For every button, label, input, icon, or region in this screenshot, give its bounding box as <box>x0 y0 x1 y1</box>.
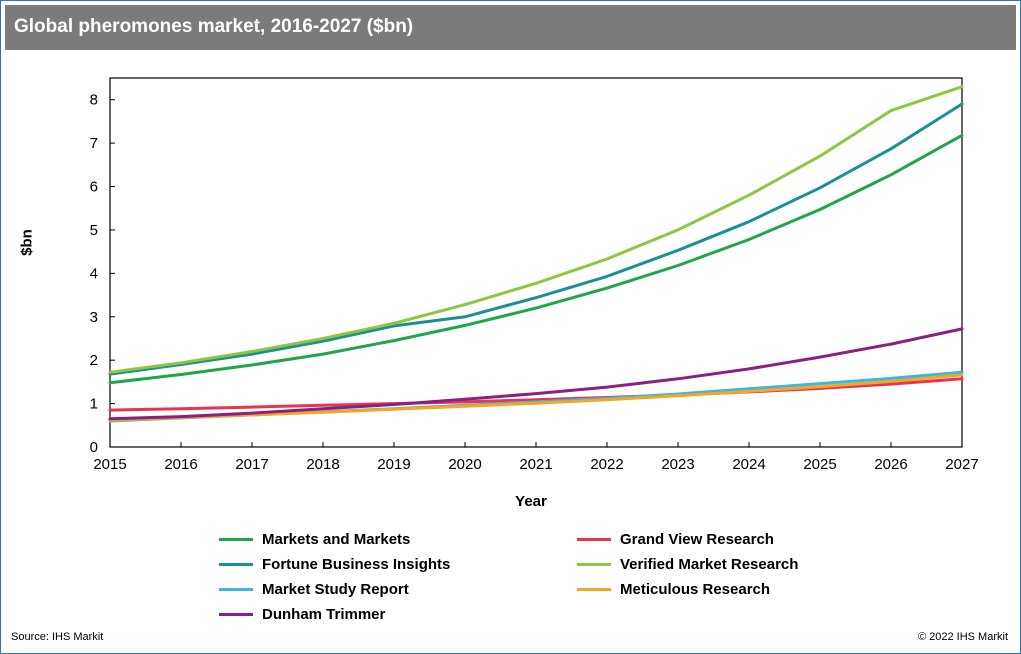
legend-item-verified-market-research: Verified Market Research <box>577 553 798 575</box>
legend-item-meticulous-research: Meticulous Research <box>577 578 770 600</box>
legend-label: Fortune Business Insights <box>262 555 451 573</box>
y-tick-label: 0 <box>90 439 98 456</box>
x-axis-label: Year <box>515 493 547 510</box>
y-tick-label: 7 <box>90 135 98 152</box>
legend-swatch <box>219 537 253 541</box>
chart-title: Global pheromones market, 2016-2027 ($bn… <box>14 16 414 37</box>
x-tick-label: 2015 <box>93 456 126 473</box>
x-tick-label: 2018 <box>306 456 339 473</box>
legend-swatch <box>219 587 253 591</box>
legend-swatch <box>577 537 611 541</box>
legend-item-fortune-business-insights: Fortune Business Insights <box>219 553 450 575</box>
legend-label: Grand View Research <box>620 530 774 548</box>
legend-swatch <box>577 562 611 566</box>
legend-item-markets-and-markets: Markets and Markets <box>219 528 410 550</box>
x-tick-label: 2021 <box>519 456 552 473</box>
x-tick-label: 2027 <box>945 456 978 473</box>
x-axis-ticks: 2015 2016 2017 2018 2019 2020 2021 2022 2023 2024… <box>93 442 979 473</box>
legend-swatch <box>577 587 611 591</box>
x-tick-label: 2019 <box>377 456 410 473</box>
legend-label: Dunham Trimmer <box>262 605 386 623</box>
y-tick-label: 5 <box>90 222 98 239</box>
copyright-note: © 2022 IHS Markit <box>917 631 1008 643</box>
title-bar: Global pheromones market, 2016-2027 ($bn… <box>5 5 1016 50</box>
legend: Markets and Markets Grand View Research … <box>219 528 859 628</box>
series-line-markets-and-markets <box>108 133 964 385</box>
series-line-fortune-business-insights <box>108 102 964 376</box>
legend-label: Markets and Markets <box>262 530 411 548</box>
x-tick-label: 2026 <box>874 456 907 473</box>
plot-area <box>109 77 963 448</box>
legend-swatch <box>219 612 253 616</box>
x-tick-label: 2024 <box>732 456 765 473</box>
series-line-grand-view-research <box>108 377 964 412</box>
legend-swatch <box>219 562 253 566</box>
y-tick-label: 4 <box>90 265 98 282</box>
series-line-dunham-trimmer <box>108 327 964 421</box>
legend-item-market-study-report: Market Study Report <box>219 578 409 600</box>
legend-item-dunham-trimmer: Dunham Trimmer <box>219 603 385 625</box>
y-tick-label: 6 <box>90 179 98 196</box>
legend-label: Meticulous Research <box>620 580 771 598</box>
legend-label: Verified Market Research <box>620 555 799 573</box>
y-tick-label: 2 <box>90 352 98 369</box>
y-axis-ticks: 0 1 2 3 4 5 6 7 8 <box>90 92 115 456</box>
y-axis-label: $bn <box>18 229 36 256</box>
x-tick-label: 2017 <box>235 456 268 473</box>
series-lines <box>108 85 964 423</box>
x-tick-label: 2022 <box>590 456 623 473</box>
y-tick-label: 3 <box>90 309 98 326</box>
y-tick-label: 8 <box>90 92 98 109</box>
series-line-verified-market-research <box>108 85 964 374</box>
legend-label: Market Study Report <box>262 580 409 598</box>
source-note: Source: IHS Markit <box>11 631 104 643</box>
series-line-meticulous-research <box>108 373 964 422</box>
y-tick-label: 1 <box>90 396 98 413</box>
x-tick-label: 2020 <box>448 456 481 473</box>
x-tick-label: 2016 <box>164 456 197 473</box>
x-tick-label: 2025 <box>803 456 836 473</box>
legend-item-grand-view-research: Grand View Research <box>577 528 774 550</box>
x-tick-label: 2023 <box>661 456 694 473</box>
